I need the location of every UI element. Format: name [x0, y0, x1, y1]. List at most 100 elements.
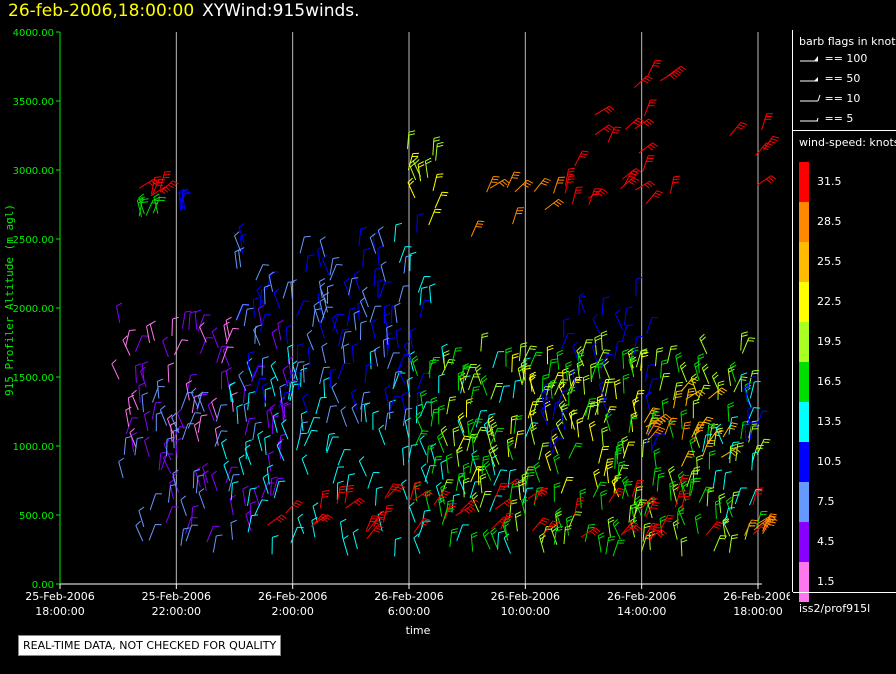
barb-feather	[651, 496, 659, 500]
barb-feather	[606, 126, 612, 131]
barb-feather	[711, 423, 719, 426]
barb-feather	[512, 352, 519, 356]
wind-barb	[642, 522, 651, 542]
wind-barb	[755, 410, 769, 428]
barb-feather	[351, 277, 359, 279]
barb-feather	[504, 178, 510, 184]
barb-feather	[472, 436, 479, 440]
barb-feather	[327, 284, 334, 288]
wind-barb	[171, 316, 179, 337]
barb-feather	[541, 519, 548, 523]
wind-barb	[533, 177, 551, 193]
barb-shaft	[181, 423, 189, 440]
barb-feather	[503, 502, 510, 507]
wind-barb	[180, 527, 190, 546]
wind-barb	[564, 167, 575, 186]
barb-feather	[606, 461, 614, 463]
barb-feather	[453, 429, 460, 433]
barb-feather	[577, 420, 584, 424]
barb-feather	[456, 449, 463, 454]
wind-barb	[187, 412, 202, 429]
barb-feather	[608, 124, 615, 130]
wind-barb	[680, 492, 692, 511]
wind-barb	[435, 481, 442, 503]
barb-feather	[125, 435, 133, 439]
barb-feather	[225, 367, 232, 372]
wind-barb	[303, 429, 318, 447]
barb-feather	[740, 372, 748, 376]
barb-feather	[482, 529, 488, 535]
barb-feather	[170, 421, 177, 426]
wind-barb	[530, 424, 537, 445]
barb-feather	[633, 170, 639, 175]
barb-feather	[613, 129, 620, 131]
barb-feather	[436, 144, 444, 148]
barb-feather	[481, 335, 489, 338]
wind-barb	[321, 254, 330, 275]
barb-feather	[301, 454, 308, 460]
wind-barb	[437, 432, 445, 453]
barb-feather	[500, 469, 507, 472]
barb-feather	[671, 345, 678, 347]
y-tick-label: 4000.00	[13, 28, 54, 39]
wind-barb	[296, 432, 307, 451]
barb-feather	[352, 528, 359, 533]
wind-barb	[134, 436, 144, 456]
barb-shaft	[181, 392, 188, 409]
barb-feather	[649, 498, 657, 503]
barb-shaft	[419, 300, 425, 318]
wind-barb	[660, 359, 668, 379]
wind-barb	[494, 482, 508, 500]
barb-shaft	[486, 414, 490, 432]
barb-feather	[512, 174, 520, 177]
barb-shaft	[180, 193, 185, 211]
wind-barb	[464, 363, 477, 381]
barb-shaft	[404, 420, 410, 438]
wind-barb	[649, 524, 661, 542]
barb-feather	[491, 454, 498, 459]
wind-barb	[340, 518, 347, 539]
barb-shaft	[362, 249, 365, 267]
barb-shaft	[651, 433, 660, 450]
barb-feather	[395, 222, 403, 226]
barb-shaft	[398, 285, 404, 303]
barb-feather	[118, 457, 125, 463]
barb-feather	[351, 388, 357, 394]
barb-feather	[588, 526, 595, 529]
wind-barb	[370, 318, 378, 340]
wind-barb	[740, 372, 748, 393]
barb-feather	[138, 382, 145, 387]
wind-barb	[225, 316, 232, 338]
barb-shaft	[340, 410, 348, 427]
wind-barb	[668, 417, 676, 438]
wind-barb	[346, 307, 357, 327]
barb-shaft	[252, 299, 255, 317]
wind-barb	[319, 489, 330, 509]
wind-barb	[568, 386, 576, 407]
barb-feather	[563, 317, 570, 321]
wind-barb	[645, 501, 660, 518]
barb-shaft	[522, 488, 528, 505]
barb-feather	[194, 309, 202, 314]
barb-shaft	[403, 345, 412, 362]
wind-barb	[756, 510, 768, 529]
barb-shaft	[301, 458, 309, 475]
wind-barb	[446, 396, 457, 415]
wind-barb	[361, 286, 369, 308]
barb-feather	[459, 415, 465, 420]
wind-barb	[159, 405, 168, 426]
speed-swatch	[799, 482, 809, 522]
barb-feather	[601, 330, 608, 334]
wind-barb	[553, 482, 561, 502]
barb-shaft	[524, 422, 533, 439]
wind-barb	[470, 465, 484, 483]
barb-shaft	[370, 322, 376, 340]
barb-feather	[769, 140, 776, 144]
wind-barb	[640, 496, 659, 510]
barb-feather	[384, 304, 391, 308]
barb-feather	[467, 507, 473, 513]
barb-feather	[647, 500, 655, 505]
barb-feather	[255, 421, 262, 424]
wind-barb	[681, 450, 696, 467]
barb-feather	[574, 445, 582, 448]
